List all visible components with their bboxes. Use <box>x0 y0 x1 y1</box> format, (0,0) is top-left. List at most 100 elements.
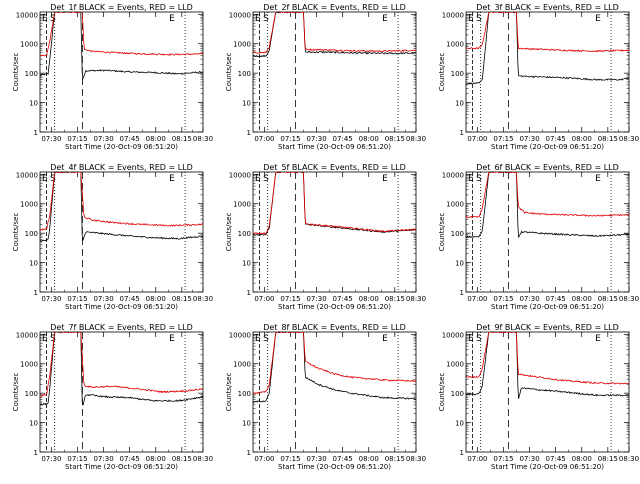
x-tick-label: 08:15 <box>385 295 405 303</box>
y-tick-label: 1000 <box>233 201 251 209</box>
x-tick-label: 07:15 <box>280 135 300 143</box>
event-marker-letter: E <box>468 334 474 344</box>
y-tick-label: 100 <box>238 390 251 398</box>
x-axis-label: Start Time (20-Oct-09 06:51:20) <box>491 463 604 471</box>
x-tick-label: 08:30 <box>193 455 213 463</box>
x-tick-label: 07:15 <box>280 295 300 303</box>
y-tick-label: 10 <box>29 260 38 268</box>
series-lld-line <box>40 172 203 231</box>
y-tick-label: 10000 <box>442 331 464 339</box>
y-axis-label: Counts/sec <box>438 213 446 252</box>
x-tick-label: 08:15 <box>172 455 192 463</box>
x-tick-label: 08:30 <box>406 135 426 143</box>
x-tick-label: 07:30 <box>93 135 113 143</box>
series-events-line <box>253 332 416 403</box>
y-tick-label: 10000 <box>442 11 464 19</box>
x-tick-label: 08:30 <box>619 135 639 143</box>
x-tick-label: 08:00 <box>359 295 379 303</box>
x-tick-label: 08:30 <box>193 135 213 143</box>
x-tick-label: 07:30 <box>519 455 539 463</box>
x-tick-label: 07:45 <box>120 135 140 143</box>
x-tick-label: 08:30 <box>406 455 426 463</box>
y-tick-label: 10 <box>242 420 251 428</box>
x-tick-label: 08:15 <box>385 455 405 463</box>
x-tick-label: 07:30 <box>306 295 326 303</box>
x-tick-label: 07:00 <box>467 135 487 143</box>
y-tick-label: 1 <box>460 129 464 137</box>
x-tick-label: 08:00 <box>146 135 166 143</box>
x-tick-label: 08:15 <box>172 295 192 303</box>
x-tick-label: 07:15 <box>280 455 300 463</box>
y-tick-label: 10 <box>29 100 38 108</box>
x-axis-label: Start Time (20-Oct-09 06:51:20) <box>65 143 178 151</box>
event-marker-letter: E <box>595 174 601 184</box>
x-axis-label: Start Time (20-Oct-09 06:51:20) <box>65 463 178 471</box>
event-marker-letter: E <box>255 174 261 184</box>
series-events-line <box>466 12 629 85</box>
event-marker-letter: E <box>468 14 474 24</box>
event-marker-letter: E <box>468 174 474 184</box>
series-lld-line <box>253 172 416 235</box>
plot-frame <box>39 331 204 453</box>
x-tick-label: 07:45 <box>120 295 140 303</box>
x-tick-label: 07:15 <box>493 135 513 143</box>
x-tick-label: 07:45 <box>546 455 566 463</box>
chart-title: Det_2f BLACK = Events, RED = LLD <box>263 3 406 12</box>
y-tick-label: 1 <box>247 289 251 297</box>
y-axis-label: Counts/sec <box>225 53 233 92</box>
y-tick-label: 1000 <box>20 41 38 49</box>
x-tick-label: 07:30 <box>93 455 113 463</box>
y-tick-label: 10000 <box>16 171 38 179</box>
y-tick-label: 10 <box>242 100 251 108</box>
y-axis-label: Counts/sec <box>438 373 446 412</box>
series-lld-line <box>466 332 629 385</box>
x-tick-label: 08:30 <box>619 295 639 303</box>
chart-panel-3: Det_3f BLACK = Events, RED = LLD 1 10 100 10… <box>438 3 639 151</box>
y-tick-label: 1000 <box>233 361 251 369</box>
y-axis-label: Counts/sec <box>438 53 446 92</box>
chart-title: Det_7f BLACK = Events, RED = LLD <box>50 323 193 332</box>
plot-frame <box>465 171 630 293</box>
x-tick-label: 07:15 <box>493 295 513 303</box>
x-tick-label: 08:15 <box>598 135 618 143</box>
x-tick-label: 07:00 <box>254 455 274 463</box>
x-tick-label: 07:15 <box>67 295 87 303</box>
y-tick-label: 1 <box>247 449 251 457</box>
event-marker-letter: E <box>169 174 175 184</box>
series-lld-line <box>253 332 416 395</box>
event-marker-letter: S <box>50 174 56 184</box>
event-marker-letter: E <box>42 334 48 344</box>
chart-title: Det_5f BLACK = Events, RED = LLD <box>263 163 406 172</box>
x-tick-label: 08:00 <box>572 295 592 303</box>
event-marker-letter: E <box>382 174 388 184</box>
y-tick-label: 10000 <box>229 331 251 339</box>
y-tick-label: 100 <box>238 70 251 78</box>
y-tick-label: 1 <box>34 449 38 457</box>
series-lld-line <box>40 332 203 397</box>
y-tick-label: 10000 <box>229 171 251 179</box>
series-events-line <box>40 332 203 406</box>
x-tick-label: 08:00 <box>572 135 592 143</box>
event-marker-letter: E <box>382 334 388 344</box>
x-axis-label: Start Time (20-Oct-09 06:51:20) <box>278 143 391 151</box>
x-tick-label: 07:30 <box>306 455 326 463</box>
x-tick-label: 07:45 <box>546 135 566 143</box>
x-tick-label: 08:15 <box>598 455 618 463</box>
chart-panel-4: Det_4f BLACK = Events, RED = LLD 1 10 100 10… <box>12 163 213 311</box>
x-tick-label: 07:30 <box>41 295 61 303</box>
plot-frame <box>252 171 417 293</box>
series-events-line <box>253 12 416 58</box>
y-tick-label: 1000 <box>446 41 464 49</box>
event-marker-letter: E <box>595 14 601 24</box>
y-tick-label: 1 <box>34 129 38 137</box>
x-tick-label: 08:00 <box>146 295 166 303</box>
x-tick-label: 07:15 <box>67 135 87 143</box>
x-tick-label: 07:00 <box>467 455 487 463</box>
x-tick-label: 08:15 <box>385 135 405 143</box>
y-axis-label: Counts/sec <box>12 53 20 92</box>
x-tick-label: 07:30 <box>41 455 61 463</box>
event-marker-letter: E <box>255 14 261 24</box>
x-tick-label: 07:00 <box>254 135 274 143</box>
y-tick-label: 1 <box>460 449 464 457</box>
y-tick-label: 1000 <box>233 41 251 49</box>
